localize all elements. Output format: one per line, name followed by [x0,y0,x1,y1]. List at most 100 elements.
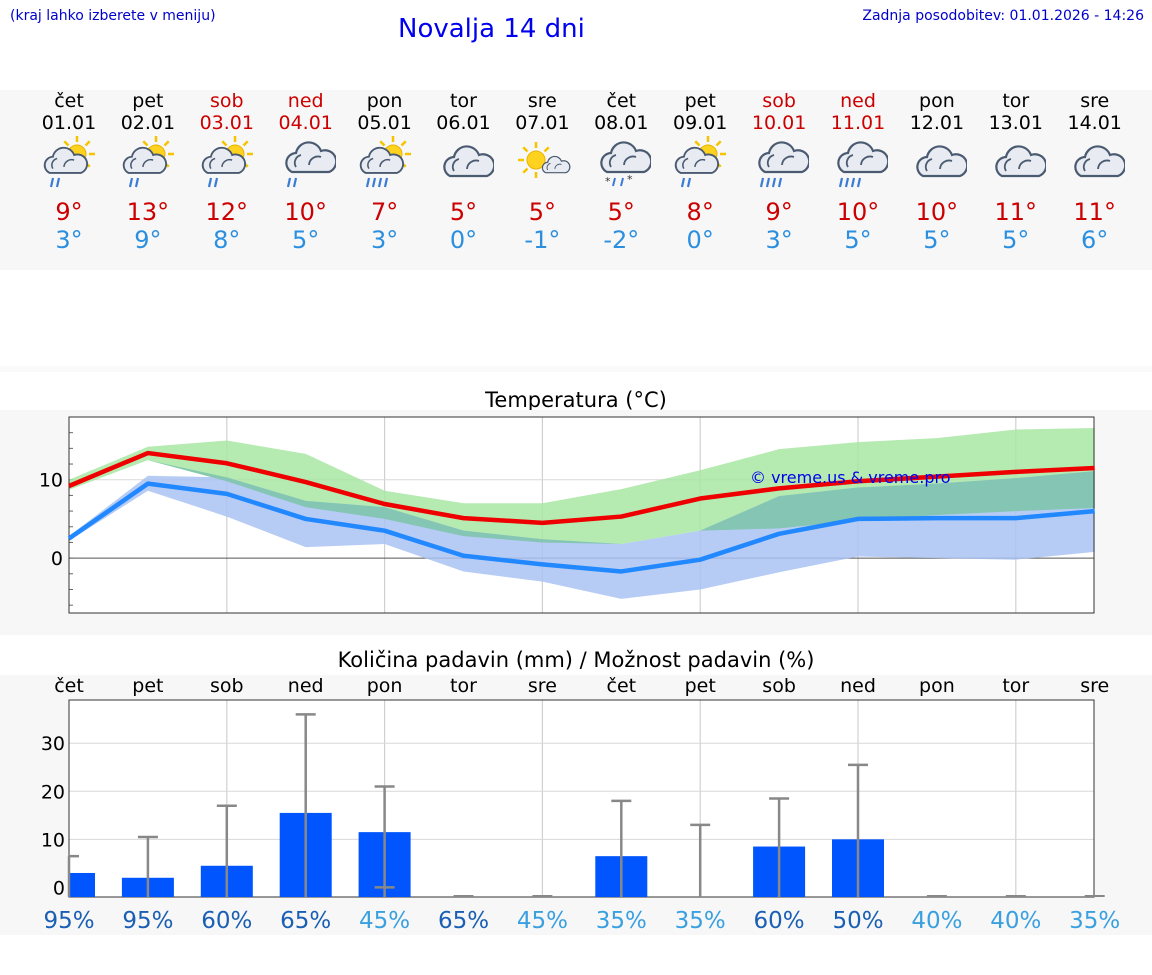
cloud-shape [43,146,88,174]
day-date: 14.01 [1067,112,1122,134]
day-date: 12.01 [909,112,965,134]
precip-probability: 95% [122,908,173,934]
x-tick-label: sre [528,675,557,697]
svg-text:*: * [605,175,611,188]
precip-probability: 65% [280,908,331,934]
cloud-icon [995,145,1046,178]
forecast-day: ned 11.01 10° 5° [819,90,897,254]
temp-min: 5° [1002,226,1030,254]
divider [0,366,1152,372]
temp-max: 8° [686,198,714,226]
temp-min: 3° [55,226,83,254]
precip-probability: 35% [1069,908,1120,934]
day-date: 13.01 [988,112,1043,134]
temp-min: 5° [844,226,872,254]
sun-shape [518,142,555,178]
x-tick-label: tor [1002,675,1029,697]
precip-probability: 65% [438,908,489,934]
precip-probability: 95% [43,908,94,934]
x-tick-label: ned [840,675,876,697]
forecast-day: sre 07.01 5° -1° [503,90,581,254]
day-date: 02.01 [120,112,176,134]
day-name: sob [762,90,796,112]
x-tick-label: pon [919,675,955,697]
precip-probability: 40% [911,908,962,934]
day-name: sre [1080,90,1110,112]
cloud-sleet-icon: * * [600,141,652,188]
forecast-day: pon 12.01 10° 5° [898,90,976,254]
page-title: Novalja 14 dni [398,14,585,44]
x-tick-label: čet [54,675,84,697]
temp-max: 11° [994,198,1038,226]
x-tick-label: pet [685,675,716,697]
forecast-panel [0,90,1152,270]
forecast-day: pet 02.01 13° 9° [109,90,187,254]
precipitation-chart: čet pet sob ned pon tor sre čet pet sob ned pon tor s… [41,675,1120,934]
cloud-shape [359,146,404,174]
plot-frame [68,699,1095,898]
temp-max: 9° [765,198,793,226]
cloud-shape [916,145,967,178]
cloud-shape [442,145,494,178]
watermark: © vreme.us & vreme.pro [750,468,951,487]
y-tick-label: 30 [41,733,65,755]
x-tick-label: sob [762,675,796,697]
day-name: čet [54,90,84,112]
temp-max: 10° [284,198,327,226]
cloud-shape [837,141,888,174]
min-temp-line [67,481,1095,574]
day-name: sre [527,90,557,112]
cloud-shape [995,145,1046,178]
forecast-day: čet 01.01 9° 3° [30,90,108,254]
day-name: ned [840,90,876,112]
sun-cloud-rain-icon [43,136,95,188]
cloud-rain-icon [284,141,336,188]
forecast-day: tor 06.01 5° 0° [425,90,503,254]
temp-min: 6° [1081,226,1109,254]
temp-max: 13° [126,198,170,226]
y-tick-label: 10 [41,829,65,851]
temperature-chart: 0 10 © vreme.us & vreme.pro [39,416,1095,614]
cloud-shape [201,146,246,174]
forecast-day: pon 05.01 7° 3° [346,90,424,254]
sun-small-cloud-icon [518,142,571,178]
plot-frame [68,416,1095,614]
temp-min: 5° [292,226,320,254]
temp-min: 0° [449,226,478,254]
day-date: 10.01 [751,112,807,134]
temp-min: 5° [923,226,951,254]
cloud-shape [600,141,652,174]
temp-max: 7° [370,198,399,226]
max-temp-line [68,450,1095,526]
svg-text:*: * [627,173,633,186]
cloud-shape [284,141,336,174]
day-date: 11.01 [830,112,886,134]
day-name: sob [210,90,244,112]
precip-bar [69,872,95,897]
day-date: 05.01 [357,112,412,134]
precip-probability: 50% [832,908,883,934]
day-date: 07.01 [515,112,570,134]
day-name: pon [919,90,955,112]
day-date: 01.01 [41,112,97,134]
temp-min: 9° [134,226,162,254]
y-tick-label: 0 [51,548,63,570]
overlap-band [69,460,1095,545]
forecast-day: sob 10.01 9° 3° [740,90,818,254]
x-tick-label: pon [367,675,403,697]
day-name: tor [1002,90,1030,112]
cloud-icon [1073,145,1125,178]
day-name: ned [287,90,324,112]
sun-cloud-rain-icon [122,136,174,188]
x-tick-label: sob [210,675,244,697]
day-name: pet [684,90,716,112]
temperature-chart-title: Temperatura (°C) [485,388,667,412]
day-date: 03.01 [199,112,254,134]
temp-min: 0° [686,226,714,254]
temp-min: -1° [524,226,561,254]
sun-cloud-rain-icon [674,136,727,188]
cloud-shape [122,146,167,174]
day-date: 06.01 [436,112,491,134]
forecast-day: ned 04.01 10° 5° [267,90,345,254]
day-name: čet [606,90,637,112]
